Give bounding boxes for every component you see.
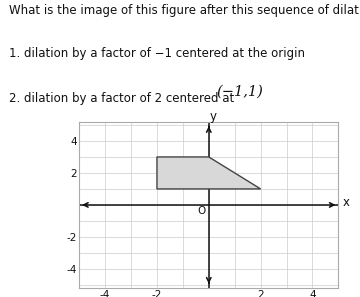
Text: x: x bbox=[342, 195, 349, 208]
Polygon shape bbox=[157, 157, 261, 189]
Text: What is the image of this figure after this sequence of dilations?: What is the image of this figure after t… bbox=[9, 4, 360, 17]
Text: O: O bbox=[197, 206, 206, 216]
Text: 1. dilation by a factor of −1 centered at the origin: 1. dilation by a factor of −1 centered a… bbox=[9, 48, 305, 60]
Text: 2. dilation by a factor of 2 centered at: 2. dilation by a factor of 2 centered at bbox=[9, 92, 238, 105]
Text: (−1,1): (−1,1) bbox=[216, 85, 263, 99]
Text: y: y bbox=[210, 110, 217, 123]
